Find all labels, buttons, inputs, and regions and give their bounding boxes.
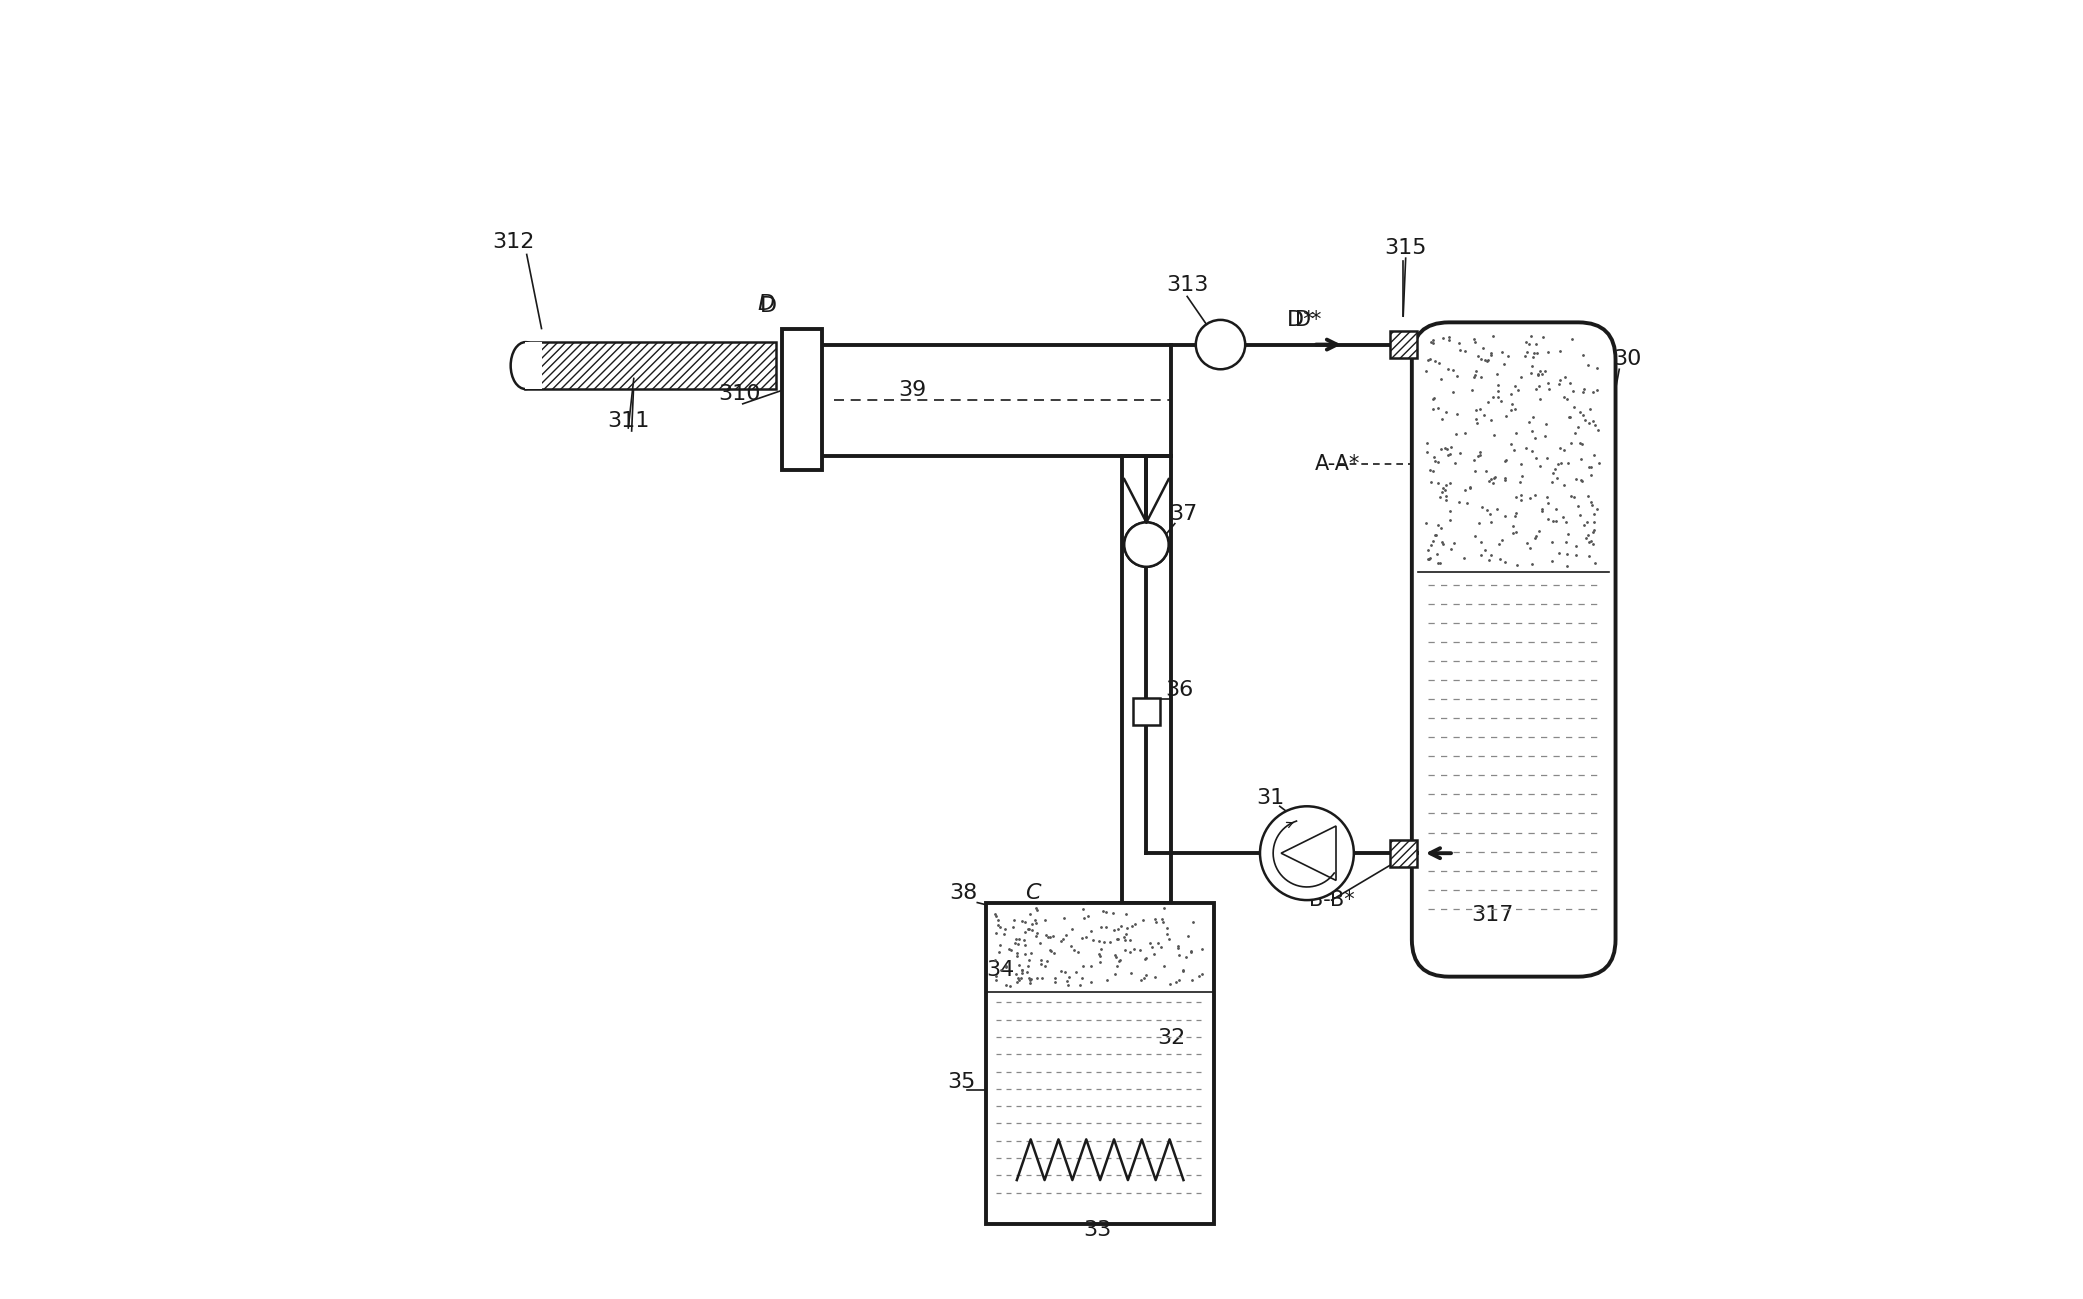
Text: D: D <box>760 296 777 317</box>
Text: 30: 30 <box>1614 349 1641 369</box>
Text: 313: 313 <box>1166 275 1208 295</box>
Circle shape <box>1196 320 1246 369</box>
Bar <box>1389 839 1416 866</box>
Text: 34: 34 <box>987 960 1014 981</box>
Text: D*: D* <box>1296 310 1321 330</box>
Text: D*: D* <box>1287 310 1314 330</box>
FancyBboxPatch shape <box>1412 322 1616 977</box>
Text: 31: 31 <box>1256 787 1283 808</box>
Text: 315: 315 <box>1385 238 1427 259</box>
Text: B-B*: B-B* <box>1308 890 1354 911</box>
Text: 35: 35 <box>948 1072 975 1091</box>
Text: 38: 38 <box>950 883 977 903</box>
Text: 32: 32 <box>1156 1029 1185 1048</box>
Bar <box>1389 331 1416 359</box>
Bar <box>985 903 1214 1224</box>
Text: A-A*: A-A* <box>1314 455 1360 474</box>
Text: 33: 33 <box>1083 1220 1110 1239</box>
Circle shape <box>1125 522 1169 566</box>
Polygon shape <box>1281 826 1335 881</box>
Ellipse shape <box>510 342 539 388</box>
Text: 310: 310 <box>719 385 760 404</box>
Text: 312: 312 <box>492 233 535 252</box>
Circle shape <box>1125 522 1169 566</box>
Text: 37: 37 <box>1169 504 1198 523</box>
Bar <box>525 342 777 388</box>
Text: 311: 311 <box>606 410 650 431</box>
Text: 36: 36 <box>1166 681 1194 700</box>
Bar <box>525 342 542 388</box>
Text: D: D <box>758 294 775 314</box>
Text: 39: 39 <box>898 381 927 400</box>
Bar <box>1389 839 1416 866</box>
Circle shape <box>1260 807 1354 900</box>
Bar <box>783 329 823 470</box>
Bar <box>1133 698 1160 725</box>
Bar <box>1389 331 1416 359</box>
Text: 317: 317 <box>1471 905 1512 925</box>
Text: C: C <box>1025 883 1042 903</box>
